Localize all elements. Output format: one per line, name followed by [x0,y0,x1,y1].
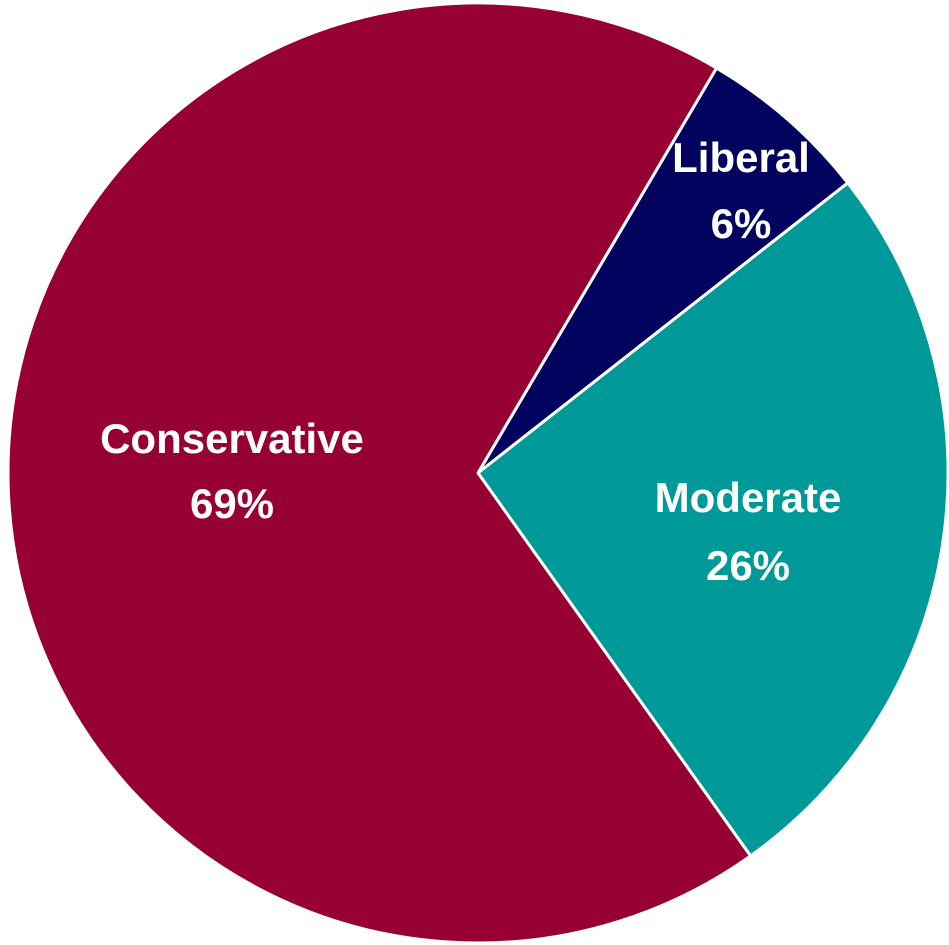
liberal-slice [476,66,850,475]
conservative-slice [6,1,753,945]
moderate-value: 26% [706,542,790,589]
moderate-label: Moderate [655,474,842,521]
slice-labels: Liberal 6% Moderate 26% Conservative 69% [100,134,841,589]
conservative-label: Conservative [100,415,364,462]
pie-slices [6,1,949,945]
moderate-slice [476,181,949,858]
conservative-value: 69% [190,480,274,527]
liberal-value: 6% [711,200,772,247]
liberal-label: Liberal [672,134,810,181]
